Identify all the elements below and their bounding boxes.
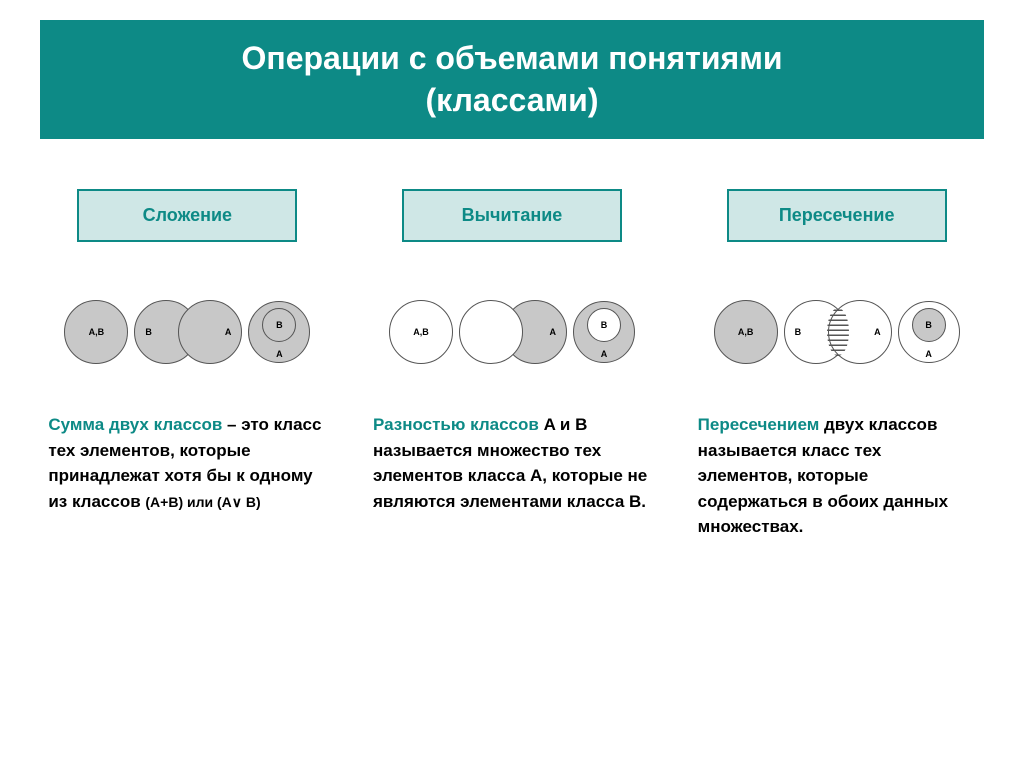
col-addition: Сложение A,B B A B A Сумма двух классов … bbox=[40, 189, 335, 540]
subtraction-description: Разностью классов A и B называется множе… bbox=[367, 412, 657, 514]
sub-d1-label: A,B bbox=[413, 327, 429, 337]
sub-desc-hl: Разностью классов bbox=[373, 415, 539, 434]
title-line1: Операции с объемами понятиями bbox=[241, 40, 782, 76]
int-d3-outer-label: A bbox=[925, 349, 932, 359]
add-d1-label: A,B bbox=[89, 327, 105, 337]
addition-description: Сумма двух классов – это класс тех элеме… bbox=[42, 412, 332, 514]
sub-d2-left bbox=[459, 300, 523, 364]
op-label-subtraction: Вычитание bbox=[402, 189, 622, 242]
add-d2-right: A bbox=[178, 300, 242, 364]
add-d1: A,B bbox=[64, 300, 128, 364]
int-desc-hl: Пересечением bbox=[698, 415, 820, 434]
title-banner: Операции с объемами понятиями (классами) bbox=[40, 20, 984, 139]
add-desc-hl: Сумма двух классов bbox=[48, 415, 222, 434]
col-intersection: Пересечение A,B B A B A Пересечением дву… bbox=[689, 189, 984, 540]
int-d2-hatch bbox=[827, 308, 849, 356]
sub-d3-outer-label: A bbox=[601, 349, 608, 359]
add-d2: B A bbox=[134, 298, 242, 366]
add-d3-inner: B bbox=[262, 308, 296, 342]
columns-container: Сложение A,B B A B A Сумма двух классов … bbox=[40, 189, 984, 540]
addition-diagrams: A,B B A B A bbox=[64, 292, 310, 372]
subtraction-diagrams: A,B A B A bbox=[389, 292, 635, 372]
op-label-intersection: Пересечение bbox=[727, 189, 947, 242]
sub-d1: A,B bbox=[389, 300, 453, 364]
int-d1-label: A,B bbox=[738, 327, 754, 337]
int-d3: B A bbox=[898, 301, 960, 363]
col-subtraction: Вычитание A,B A B A Разностью классов A … bbox=[365, 189, 660, 540]
sub-d3-inner: B bbox=[587, 308, 621, 342]
op-label-addition: Сложение bbox=[77, 189, 297, 242]
intersection-diagrams: A,B B A B A bbox=[714, 292, 960, 372]
add-desc-formula: (A+B) или (A∨ B) bbox=[145, 494, 260, 510]
intersection-description: Пересечением двух классов называется кла… bbox=[692, 412, 982, 540]
sub-d3: B A bbox=[573, 301, 635, 363]
sub-d2: A bbox=[459, 298, 567, 366]
page-title: Операции с объемами понятиями (классами) bbox=[50, 38, 974, 121]
int-d1: A,B bbox=[714, 300, 778, 364]
add-d3-outer-label: A bbox=[276, 349, 283, 359]
int-d2: B A bbox=[784, 298, 892, 366]
title-line2: (классами) bbox=[426, 82, 599, 118]
add-d3: B A bbox=[248, 301, 310, 363]
int-d3-inner: B bbox=[912, 308, 946, 342]
